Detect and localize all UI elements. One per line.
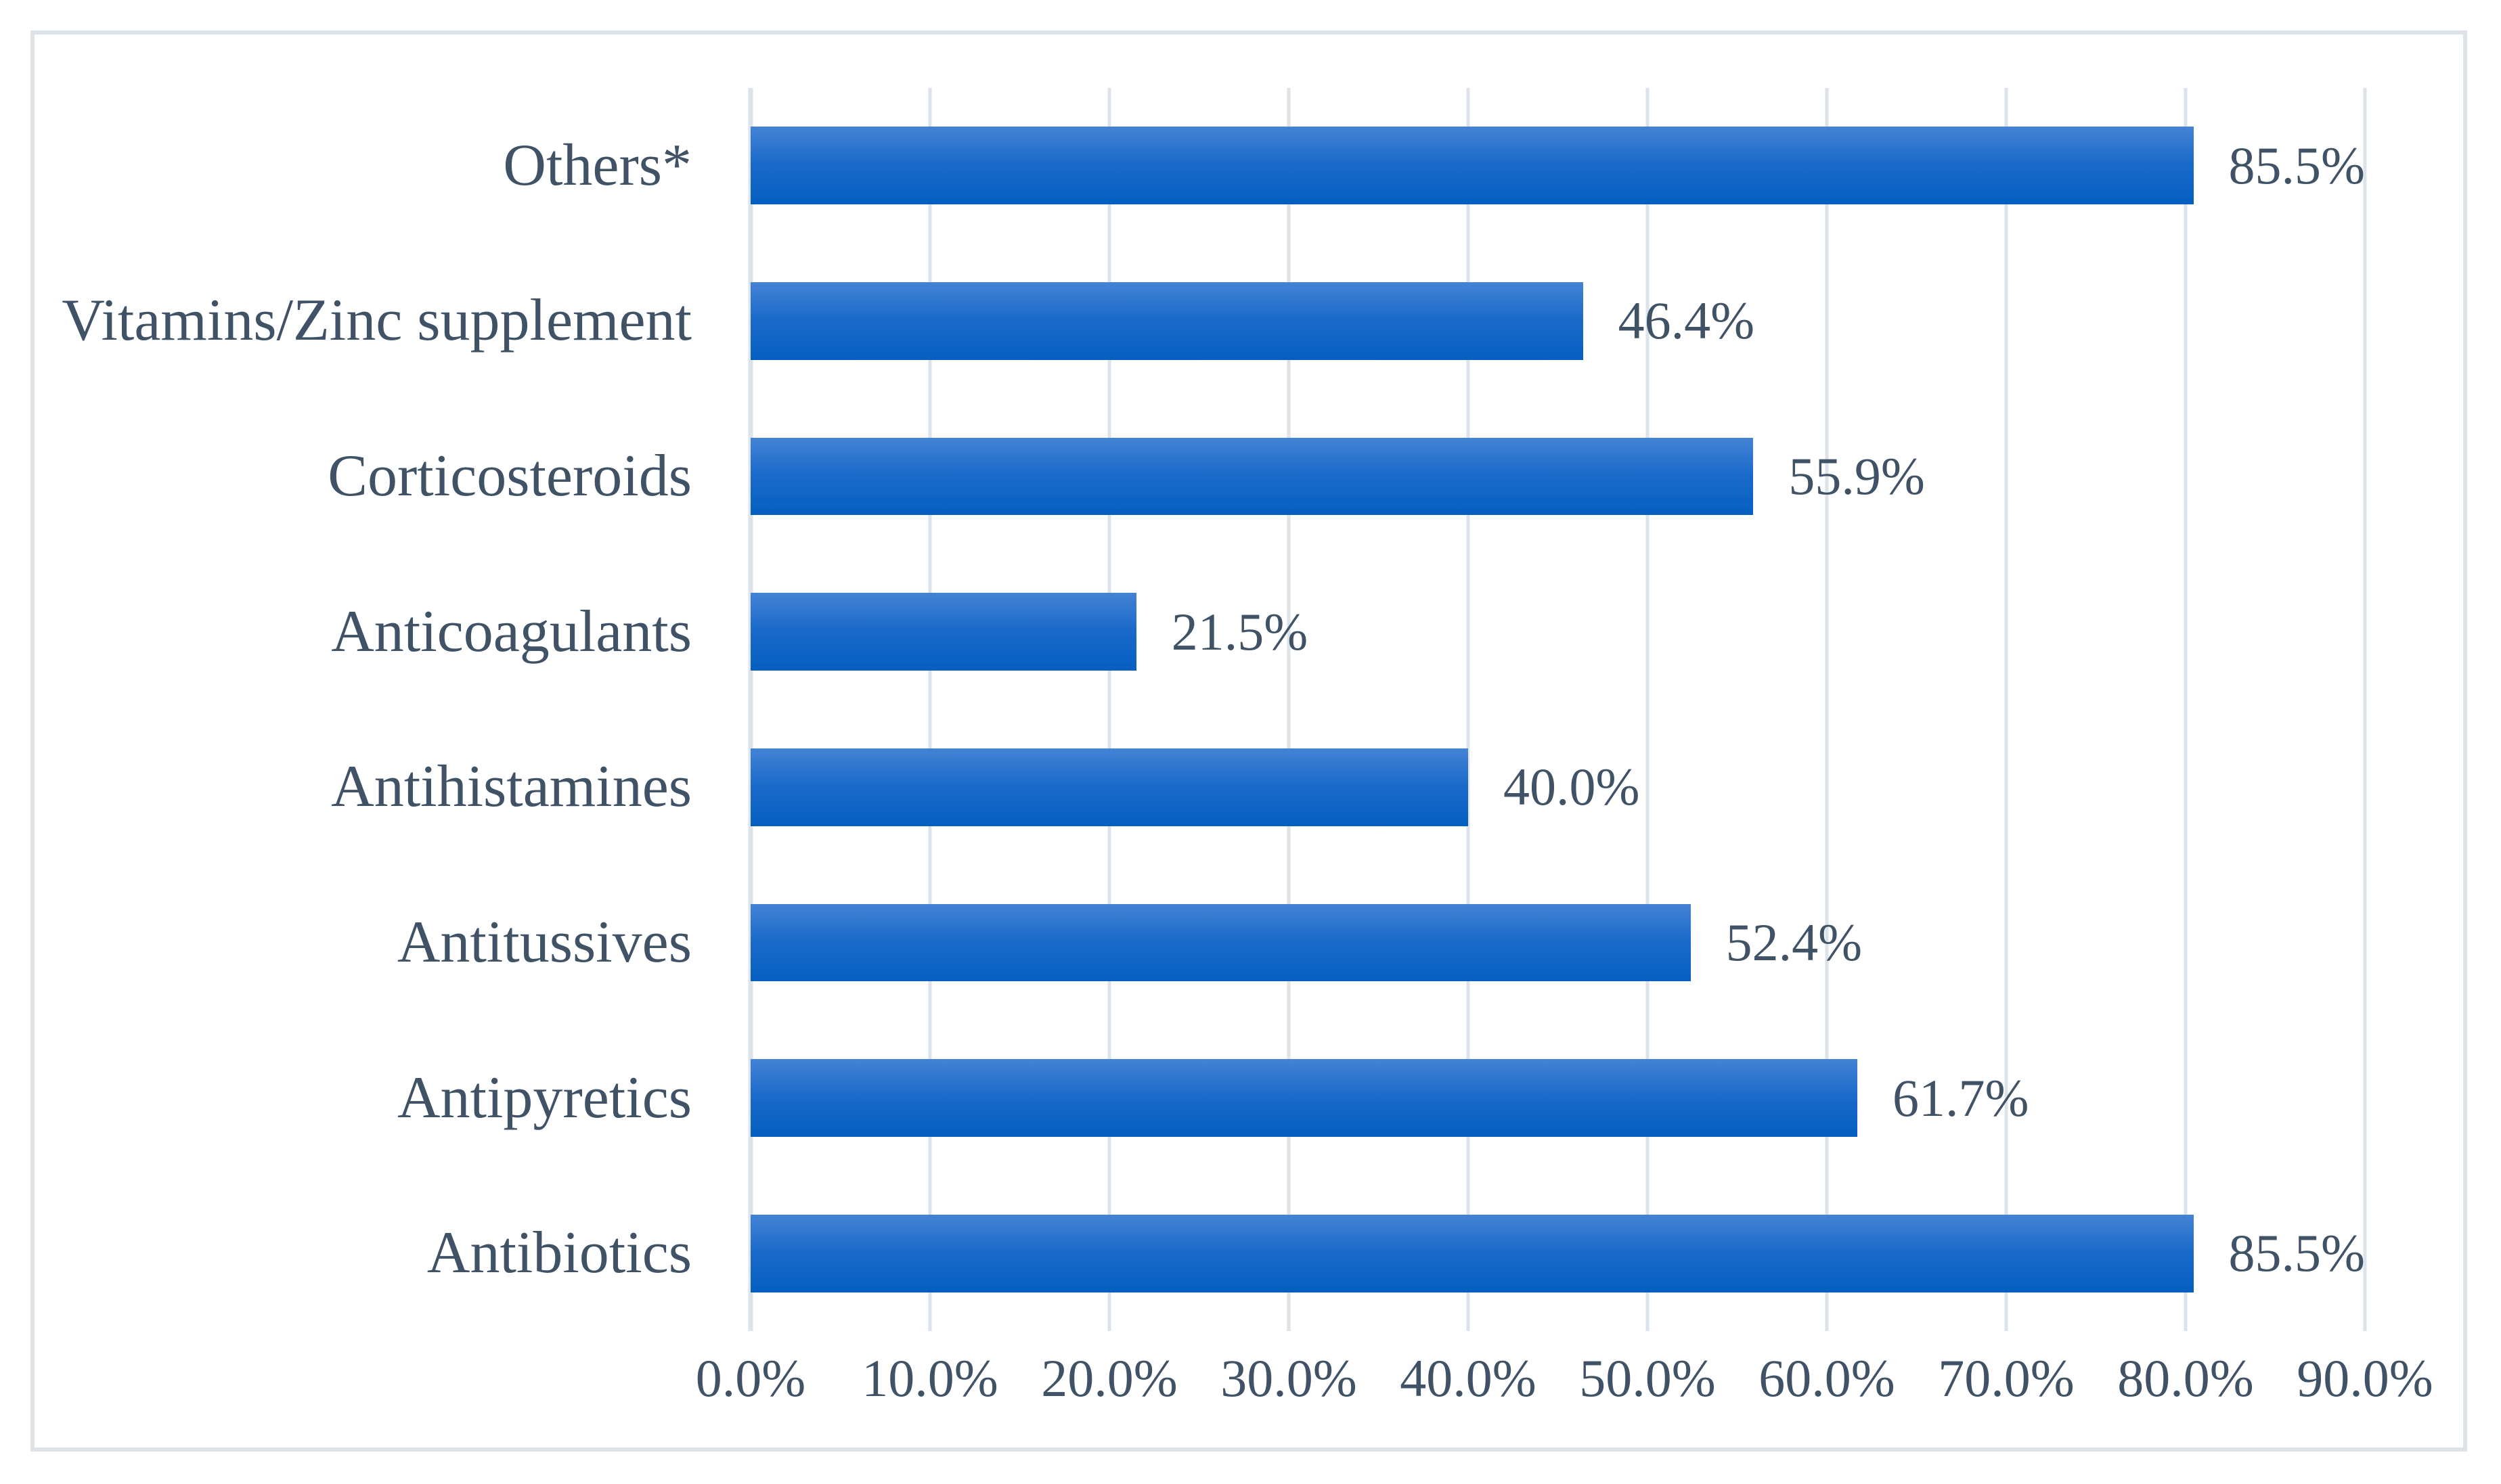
category-label: Antipyretics [397,1064,692,1131]
figure-border [30,30,2467,1452]
gridline [928,88,932,1331]
category-axis-labels: Others* Vitamins/Zinc supplement Corticost… [30,88,720,1331]
value-label: 85.5% [2228,1223,2365,1283]
gridline [1825,88,1829,1331]
bar-row: 85.5% [751,1175,2365,1331]
x-tick-label: 40.0% [1400,1349,1536,1408]
category-label: Vitamins/Zinc supplement [62,288,692,354]
category-label: Antibiotics [426,1220,692,1286]
bar-row: 52.4% [751,865,2365,1020]
category-label: Anticoagulants [331,598,692,665]
x-tick-label: 0.0% [695,1349,806,1408]
bar [751,1214,2194,1292]
value-label: 85.5% [2228,135,2365,195]
bar [751,127,2194,205]
x-tick-label: 20.0% [1041,1349,1178,1408]
value-label: 55.9% [1788,447,1925,506]
x-tick-label: 10.0% [862,1349,998,1408]
x-tick-label: 90.0% [2297,1349,2433,1408]
category-label: Antihistamines [331,754,692,820]
bar [751,748,1468,826]
bar [751,282,1583,360]
x-tick-label: 60.0% [1758,1349,1895,1408]
gridline [1466,88,1470,1331]
x-tick-label: 70.0% [1938,1349,2075,1408]
value-axis-line [748,88,753,1331]
gridline [2004,88,2008,1331]
bar-rows: 85.5% 46.4% 55.9% 21.5% 40.0% 52.4% 61.7% 85.5% [751,88,2365,1331]
x-tick-label: 30.0% [1220,1349,1357,1408]
bar [751,593,1136,671]
x-axis-tick-labels: 0.0% 10.0% 20.0% 30.0% 40.0% 50.0% 60.0% 70.0% 8… [696,1349,2433,1426]
x-tick-label: 50.0% [1579,1349,1716,1408]
value-label: 21.5% [1171,602,1308,661]
value-label: 46.4% [1618,291,1755,351]
x-tick-label: 80.0% [2117,1349,2254,1408]
gridline [1287,88,1291,1331]
gridline [2363,88,2367,1331]
gridline [2184,88,2188,1331]
gridline [1645,88,1650,1331]
bar-row: 46.4% [751,244,2365,399]
bar-row: 55.9% [751,399,2365,554]
bar-row: 21.5% [751,554,2365,710]
bar [751,903,1691,982]
category-label: Antitussives [397,909,692,975]
category-label: Others* [503,132,692,198]
gridline [1107,88,1111,1331]
bar-row: 85.5% [751,88,2365,244]
bar-row: 61.7% [751,1020,2365,1176]
value-label: 40.0% [1503,757,1640,817]
bar [751,1059,1858,1137]
bar-row: 40.0% [751,710,2365,865]
value-label: 61.7% [1893,1068,2029,1127]
category-label: Corticosteroids [328,443,692,510]
value-label: 52.4% [1725,912,1863,972]
plot-area: 85.5% 46.4% 55.9% 21.5% 40.0% 52.4% 61.7% 85.5% [748,88,2367,1331]
bar [751,437,1754,516]
